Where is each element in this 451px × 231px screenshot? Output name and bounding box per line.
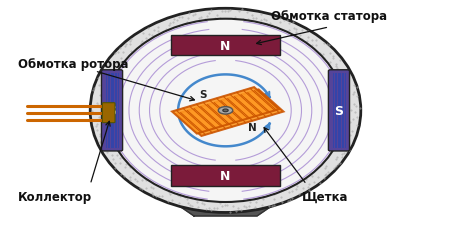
Text: S: S	[335, 104, 344, 117]
Polygon shape	[171, 36, 280, 56]
FancyBboxPatch shape	[102, 103, 115, 123]
Text: S: S	[199, 90, 207, 100]
Text: Обмотка ротора: Обмотка ротора	[18, 58, 129, 71]
Text: N: N	[248, 122, 257, 132]
Circle shape	[223, 109, 228, 112]
Text: Обмотка статора: Обмотка статора	[271, 10, 387, 23]
Text: N: N	[220, 40, 231, 53]
FancyBboxPatch shape	[101, 70, 123, 151]
Text: S: S	[107, 104, 116, 117]
Polygon shape	[172, 88, 279, 134]
FancyBboxPatch shape	[328, 70, 350, 151]
Circle shape	[218, 107, 233, 115]
Text: Щетка: Щетка	[302, 190, 349, 203]
Polygon shape	[177, 90, 283, 136]
Text: N: N	[220, 169, 231, 182]
Ellipse shape	[90, 9, 361, 213]
Polygon shape	[180, 207, 271, 216]
Ellipse shape	[106, 20, 345, 202]
Text: Коллектор: Коллектор	[18, 190, 92, 203]
Polygon shape	[171, 166, 280, 186]
